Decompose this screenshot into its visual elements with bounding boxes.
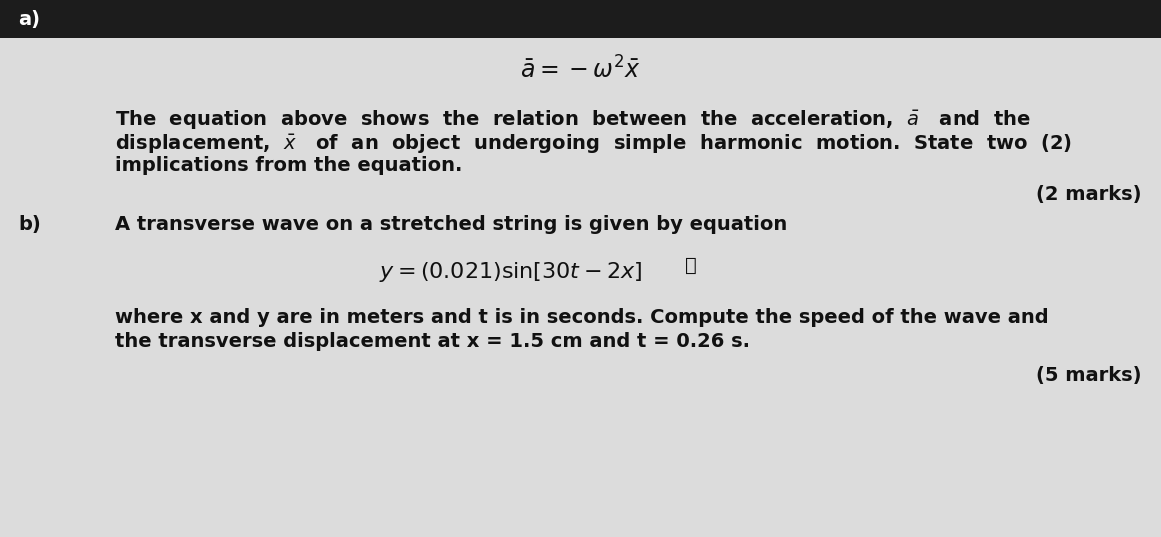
Text: (2 marks): (2 marks): [1036, 185, 1141, 204]
Text: $\bar{a}=-\omega^2\bar{x}$: $\bar{a}=-\omega^2\bar{x}$: [520, 56, 641, 83]
Text: (5 marks): (5 marks): [1036, 366, 1141, 385]
Text: the transverse displacement at x = 1.5 cm and t = 0.26 s.: the transverse displacement at x = 1.5 c…: [115, 332, 750, 351]
Bar: [0, 0, 1161, 38]
Text: A transverse wave on a stretched string is given by equation: A transverse wave on a stretched string …: [115, 215, 787, 234]
Text: b): b): [19, 215, 41, 234]
Text: implications from the equation.: implications from the equation.: [115, 156, 462, 175]
Text: displacement,  $\bar{x}$   of  an  object  undergoing  simple  harmonic  motion.: displacement, $\bar{x}$ of an object und…: [115, 132, 1072, 155]
Text: where x and y are in meters and t is in seconds. Compute the speed of the wave a: where x and y are in meters and t is in …: [115, 308, 1048, 327]
Text: ⮡: ⮡: [685, 256, 697, 275]
Text: a): a): [19, 10, 39, 28]
Text: $y=(0.021)\sin[30t-2x]$: $y=(0.021)\sin[30t-2x]$: [380, 260, 642, 284]
Text: The  equation  above  shows  the  relation  between  the  acceleration,  $\bar{a: The equation above shows the relation be…: [115, 108, 1031, 131]
